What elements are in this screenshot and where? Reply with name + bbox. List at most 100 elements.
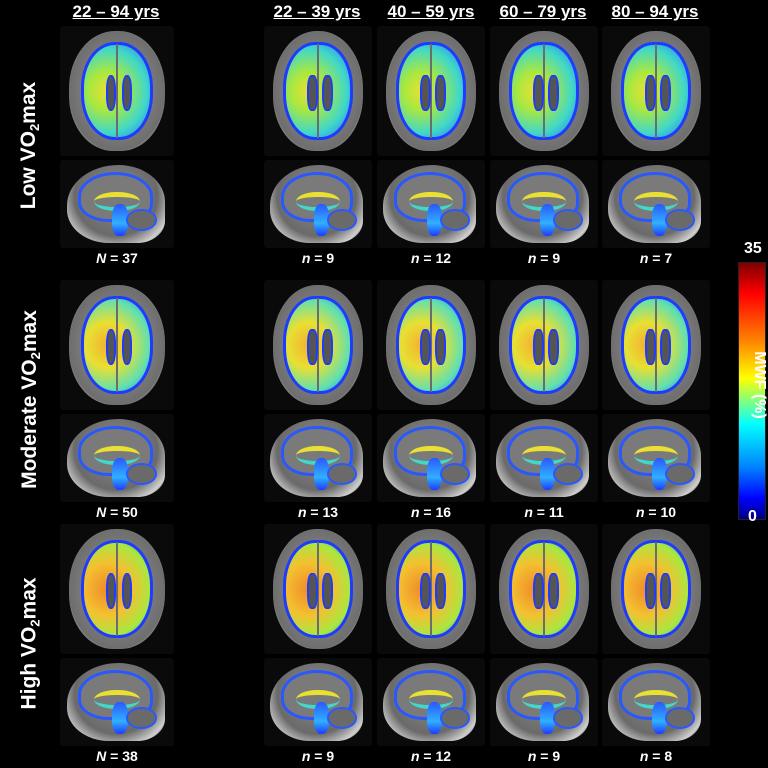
cerebellum [664, 707, 695, 729]
row-label-main: Moderate VO [17, 358, 41, 489]
cerebellum [126, 707, 158, 729]
axial-brain-slice [60, 524, 174, 654]
cerebellum [552, 209, 583, 231]
brainstem [313, 204, 329, 236]
midline-fissure [316, 44, 320, 138]
brainstem [651, 702, 667, 734]
right-ventricle [660, 573, 671, 609]
left-ventricle [645, 75, 656, 111]
midline-fissure [316, 542, 320, 636]
cerebellum [126, 463, 158, 485]
right-ventricle [435, 329, 446, 365]
row-label-high: High VO2max [0, 534, 60, 752]
axial-brain-slice [490, 280, 598, 410]
sample-size-symbol: N [96, 250, 107, 266]
row-label-low: Low VO2max [0, 36, 60, 254]
axial-brain-slice [264, 280, 372, 410]
sample-size-symbol: n [301, 250, 311, 266]
sample-size-symbol: n [527, 250, 537, 266]
sample-size-value: = 50 [106, 504, 138, 520]
sample-size-value: = 12 [419, 250, 452, 266]
midline-fissure [115, 542, 119, 636]
axial-brain-slice [602, 26, 710, 156]
sample-size-value: = 11 [532, 504, 564, 520]
sample-size-symbol: n [527, 748, 537, 764]
brainstem [539, 702, 555, 734]
right-ventricle [121, 329, 133, 365]
left-ventricle [420, 75, 431, 111]
row-label-main: High VO [17, 626, 41, 710]
sample-size-symbol: n [297, 504, 307, 520]
sample-size-symbol: N [96, 504, 107, 520]
sample-size-label: n = 9 [490, 748, 598, 764]
row-label-sub: 2 [27, 618, 43, 627]
axial-brain-slice [490, 26, 598, 156]
sample-size-label: n = 8 [602, 748, 710, 764]
white-matter-map [621, 539, 691, 639]
sample-size-value: = 16 [419, 504, 452, 520]
row-label-tail: max [17, 309, 41, 352]
midline-fissure [429, 44, 433, 138]
left-ventricle [307, 329, 318, 365]
midline-fissure [542, 44, 546, 138]
axial-brain-slice [602, 524, 710, 654]
brainstem [539, 458, 555, 490]
axial-brain-slice [602, 280, 710, 410]
cerebellum [126, 209, 158, 231]
sample-size-label: n = 10 [602, 504, 710, 520]
sample-size-value: = 7 [648, 250, 673, 266]
sagittal-brain-slice [377, 160, 485, 248]
mwf-colorbar [738, 262, 766, 520]
sample-size-label: n = 7 [602, 250, 710, 266]
brainstem [539, 204, 555, 236]
sagittal-brain-slice [490, 160, 598, 248]
sample-size-value: = 37 [106, 250, 138, 266]
axial-brain-slice [60, 280, 174, 410]
column-header-40-59: 40 – 59 yrs [387, 2, 475, 21]
cerebellum [439, 209, 470, 231]
sample-size-symbol: n [635, 504, 645, 520]
sagittal-brain-slice [264, 414, 372, 502]
midline-fissure [316, 298, 320, 392]
sagittal-brain-slice [602, 414, 710, 502]
midline-fissure [654, 298, 658, 392]
axial-brain-slice [490, 524, 598, 654]
midline-fissure [115, 44, 119, 138]
right-ventricle [548, 573, 559, 609]
row-label-tail: max [17, 576, 41, 619]
row-label-med: Moderate VO2max [0, 290, 60, 508]
sample-size-symbol: n [410, 504, 420, 520]
sample-size-label: n = 9 [264, 250, 372, 266]
row-label-sub: 2 [27, 123, 43, 131]
midline-fissure [654, 542, 658, 636]
cerebellum [552, 463, 583, 485]
cerebellum [439, 707, 470, 729]
left-ventricle [105, 75, 117, 111]
row-label-text: Low VO2max [18, 81, 43, 208]
cerebellum [326, 209, 357, 231]
sample-size-label: n = 11 [490, 504, 598, 520]
sagittal-brain-slice [377, 414, 485, 502]
right-ventricle [548, 329, 559, 365]
sagittal-brain-slice [60, 160, 174, 248]
row-label-text: Moderate VO2max [18, 310, 43, 489]
axial-brain-slice [377, 280, 485, 410]
sagittal-brain-slice [377, 658, 485, 746]
cerebellum [326, 707, 357, 729]
column-header-22-39: 22 – 39 yrs [273, 2, 361, 21]
sample-size-value: = 38 [106, 748, 138, 764]
axial-brain-slice [377, 26, 485, 156]
sample-size-label: n = 9 [490, 250, 598, 266]
brainstem [313, 458, 329, 490]
sample-size-value: = 9 [536, 250, 561, 266]
row-label-main: Low VO [17, 130, 41, 209]
right-ventricle [660, 75, 671, 111]
sagittal-brain-slice [602, 160, 710, 248]
left-ventricle [533, 329, 544, 365]
axial-brain-slice [377, 524, 485, 654]
sample-size-label: N = 38 [60, 748, 174, 764]
column-header-60-79: 60 – 79 yrs [499, 2, 587, 21]
left-ventricle [533, 573, 544, 609]
sagittal-brain-slice [490, 414, 598, 502]
right-ventricle [435, 75, 446, 111]
